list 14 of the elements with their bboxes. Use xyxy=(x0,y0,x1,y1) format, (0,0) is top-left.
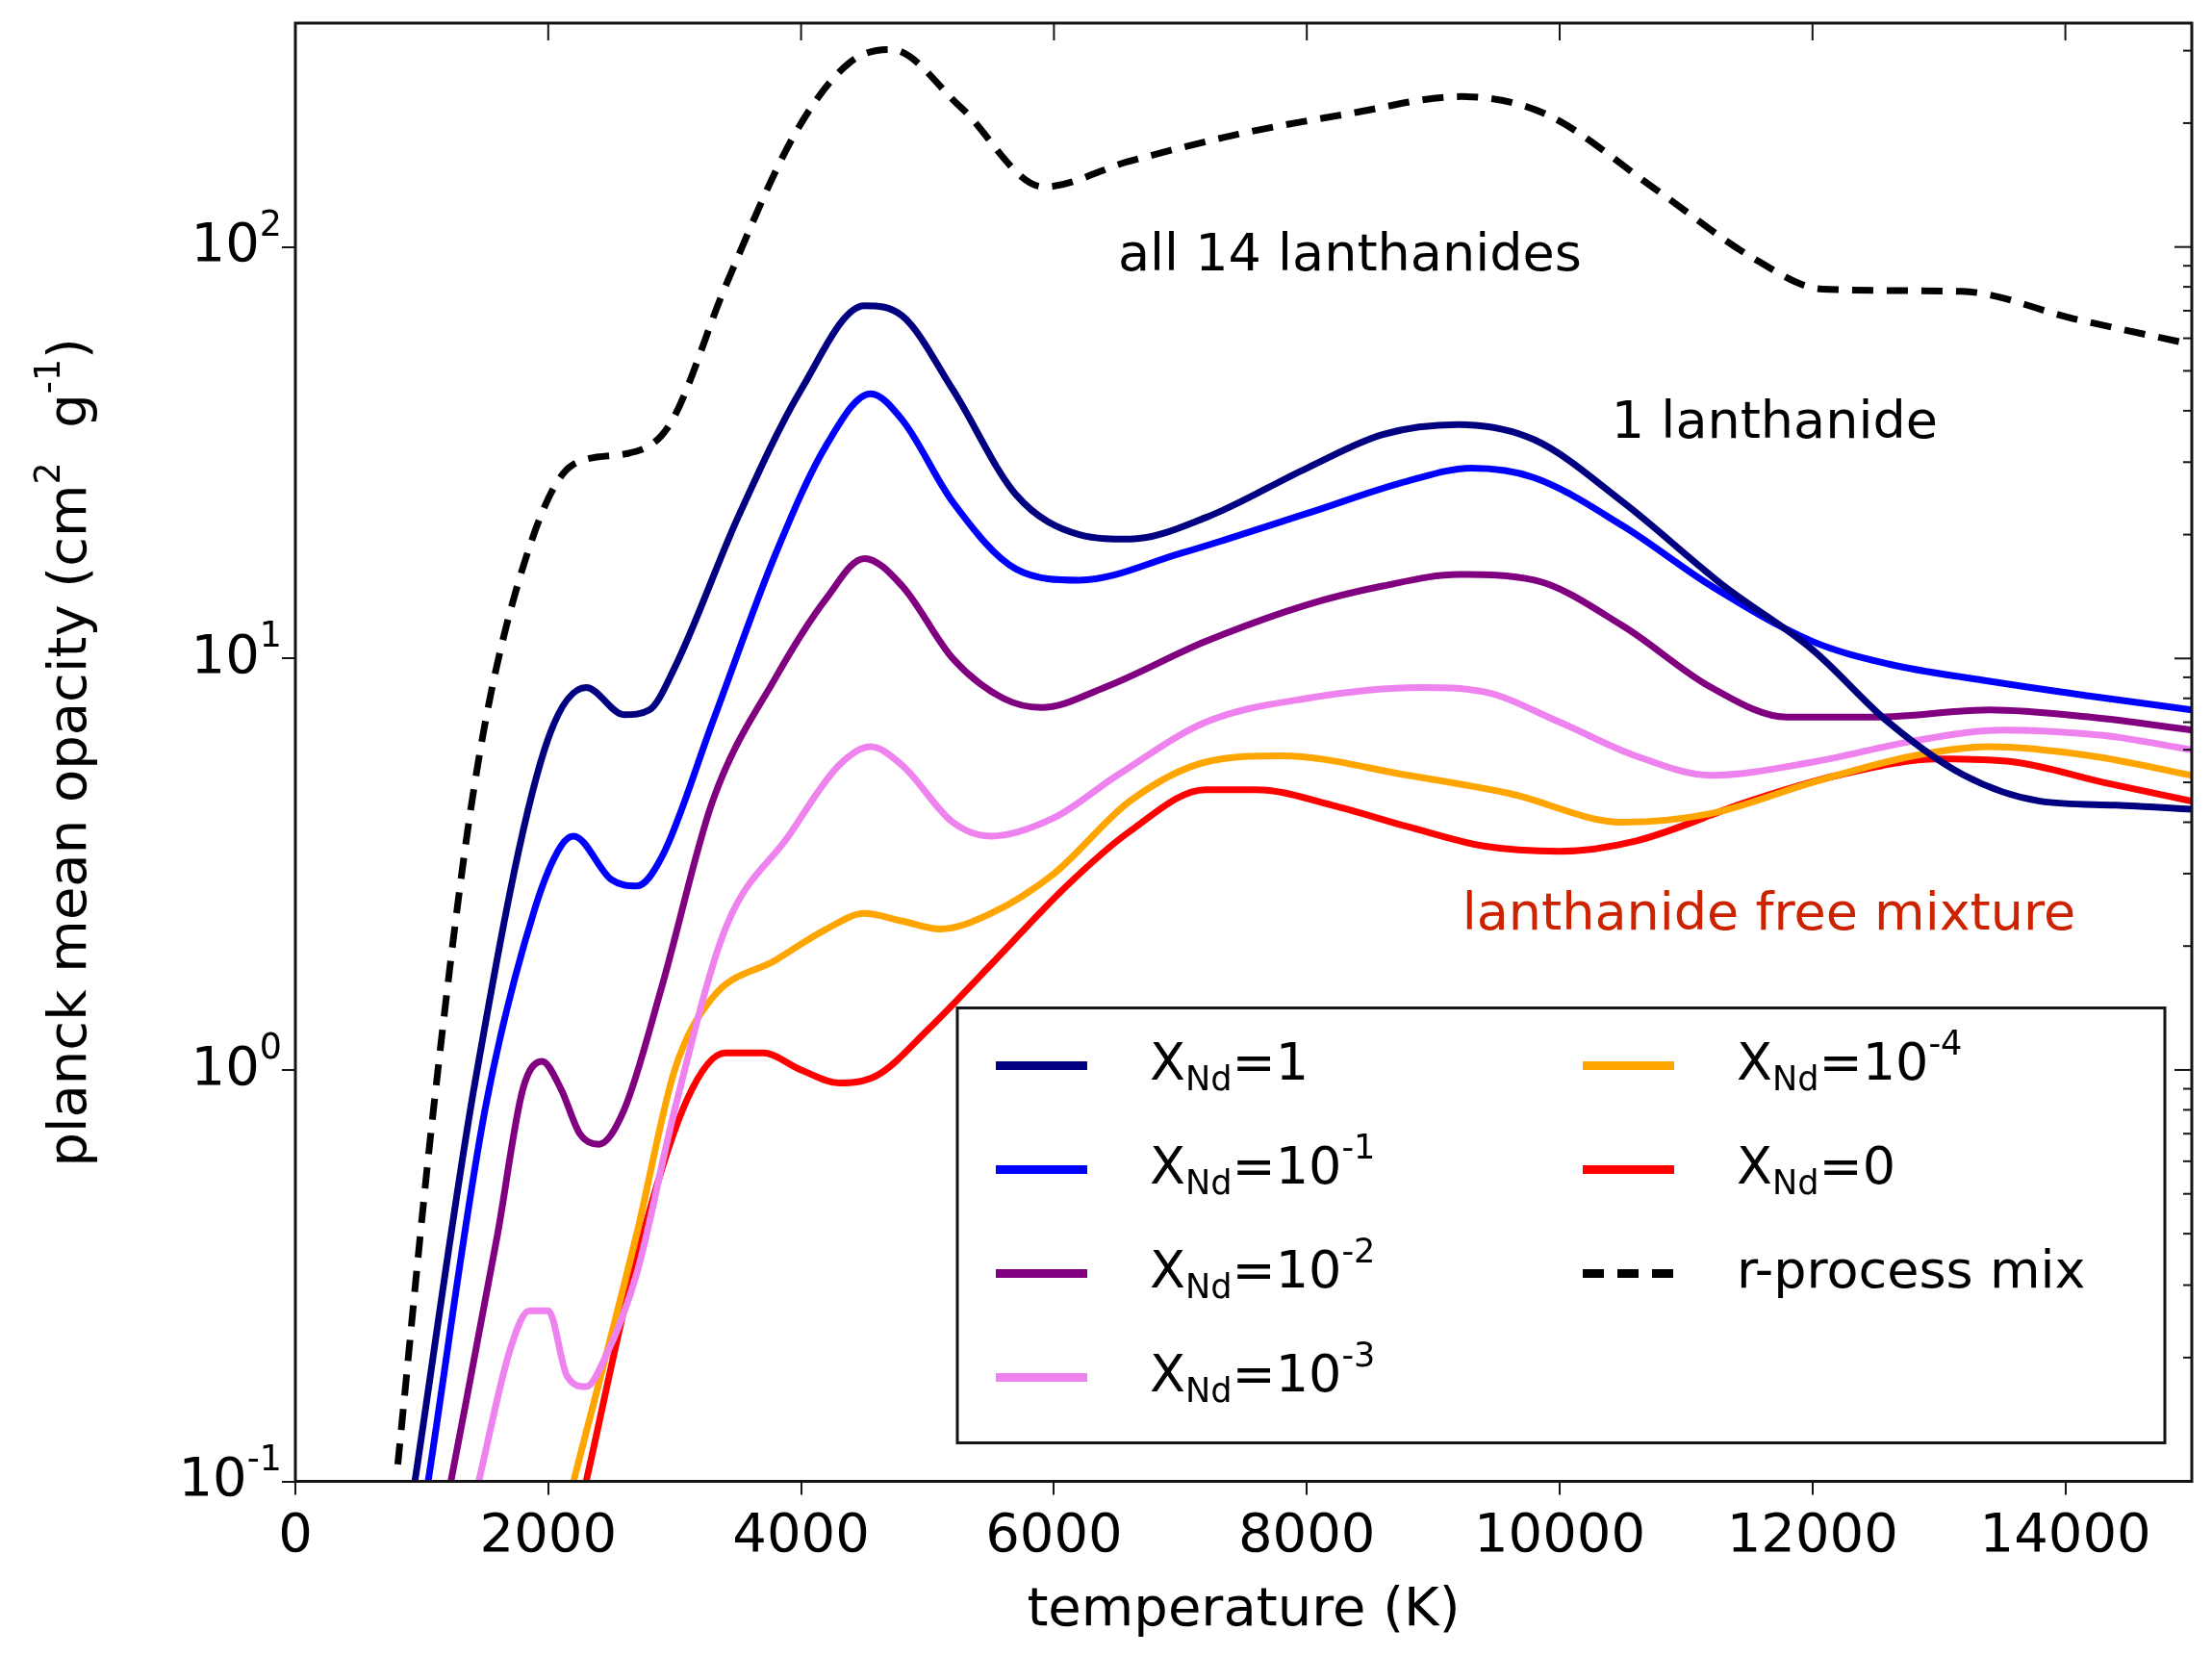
x-tick-label: 4000 xyxy=(732,1500,870,1564)
x-tick-label: 6000 xyxy=(985,1500,1123,1564)
x-tick-label: 8000 xyxy=(1237,1500,1376,1564)
x-tick-label: 0 xyxy=(278,1500,313,1564)
y-axis-title: planck mean opacity (cm2 g-1) xyxy=(27,338,98,1167)
x-tick-label: 12000 xyxy=(1726,1500,1898,1564)
annotation: all 14 lanthanides xyxy=(1117,221,1582,283)
x-tick-label: 10000 xyxy=(1473,1500,1646,1564)
annotation: 1 lanthanide xyxy=(1611,389,1938,450)
annotation: lanthanide free mixture xyxy=(1462,880,2076,942)
legend-label: r-process mix xyxy=(1737,1238,2086,1300)
x-axis-title: temperature (K) xyxy=(1027,1574,1461,1638)
x-tick-label: 14000 xyxy=(1979,1500,2151,1564)
x-tick-label: 2000 xyxy=(479,1500,618,1564)
